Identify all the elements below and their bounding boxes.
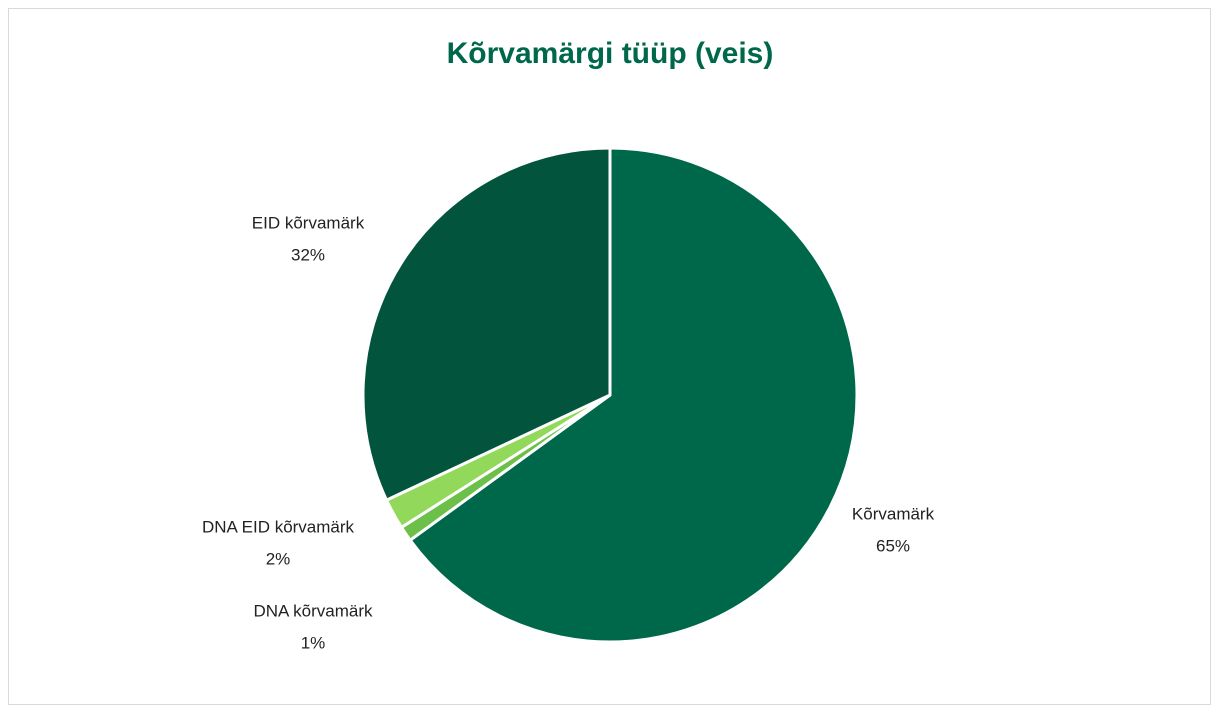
- slice-label: DNA kõrvamärk: [253, 601, 373, 620]
- chart-title: Kõrvamärgi tüüp (veis): [447, 37, 774, 70]
- slice-label: EID kõrvamärk: [252, 213, 365, 232]
- slice-value-label: 32%: [291, 245, 325, 264]
- slice-value-label: 65%: [876, 536, 910, 555]
- pie-slice: [361, 146, 612, 502]
- slice-value-label: 2%: [266, 549, 291, 568]
- slice-value-label: 1%: [301, 633, 326, 652]
- pie-slice: [408, 146, 859, 644]
- slice-label: DNA EID kõrvamärk: [202, 517, 355, 536]
- slice-label: Kõrvamärk: [852, 504, 935, 523]
